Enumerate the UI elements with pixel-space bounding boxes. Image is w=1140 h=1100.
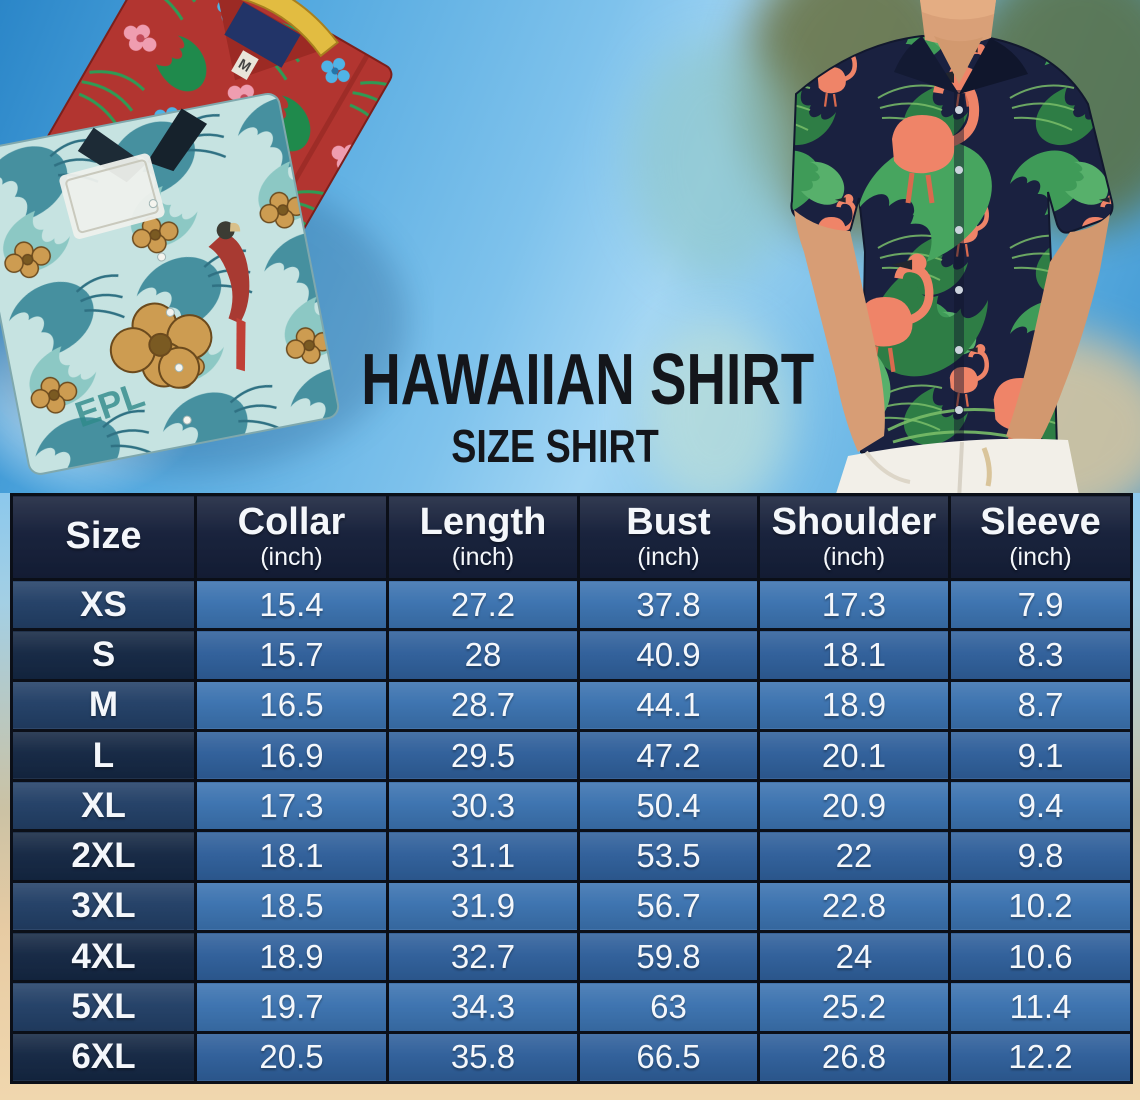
column-header-shoulder: Shoulder (inch) <box>757 493 951 581</box>
measurement-value: 9.4 <box>948 779 1133 833</box>
measurement-value: 17.3 <box>757 577 951 632</box>
measurement-value: 17.3 <box>194 779 389 833</box>
size-table-body: XS 15.4 27.2 37.8 17.3 7.9 S 15.7 28 40.9 18.1 8.3 M… <box>10 577 1133 1085</box>
parrot-motif <box>208 221 250 372</box>
measurement-value: 22 <box>757 829 951 883</box>
size-label: L <box>10 728 197 783</box>
title-block: HAWAIIAN SHIRT SIZE SHIRT <box>300 340 815 472</box>
teal-hawaiian-shirt: EPL <box>0 92 340 475</box>
size-label: XS <box>10 577 197 632</box>
measurement-value: 20.9 <box>757 779 951 833</box>
shirt-buttons <box>955 106 963 414</box>
measurement-value: 20.1 <box>757 728 951 783</box>
measurement-value: 28.7 <box>386 678 580 732</box>
measurement-value: 44.1 <box>577 678 760 732</box>
measurement-value: 10.2 <box>948 879 1133 934</box>
table-row-2xl: 2XL 18.1 31.1 53.5 22 9.8 <box>10 829 1133 883</box>
measurement-value: 9.1 <box>948 728 1133 783</box>
measurement-value: 59.8 <box>577 930 760 984</box>
measurement-value: 8.3 <box>948 628 1133 682</box>
model-right-arm <box>1006 214 1110 448</box>
measurement-value: 7.9 <box>948 577 1133 632</box>
measurement-value: 35.8 <box>386 1030 580 1085</box>
measurement-value: 9.8 <box>948 829 1133 883</box>
measurement-value: 32.7 <box>386 930 580 984</box>
measurement-value: 63 <box>577 980 760 1034</box>
measurement-value: 24 <box>757 930 951 984</box>
measurement-value: 47.2 <box>577 728 760 783</box>
column-header-collar: Collar (inch) <box>194 493 389 581</box>
table-row-xl: XL 17.3 30.3 50.4 20.9 9.4 <box>10 779 1133 833</box>
measurement-value: 31.1 <box>386 829 580 883</box>
shirt-print-motifs <box>791 64 1068 457</box>
measurement-value: 18.9 <box>194 930 389 984</box>
sea-blur-background <box>640 320 790 493</box>
measurement-value: 34.3 <box>386 980 580 1034</box>
table-row-l: L 16.9 29.5 47.2 20.1 9.1 <box>10 728 1133 783</box>
measurement-value: 20.5 <box>194 1030 389 1085</box>
measurement-value: 8.7 <box>948 678 1133 732</box>
measurement-value: 19.7 <box>194 980 389 1034</box>
measurement-value: 31.9 <box>386 879 580 934</box>
size-label: 5XL <box>10 980 197 1034</box>
size-table: Size Collar (inch) Length (inch) Bust (inch) Sh… <box>10 493 1133 1085</box>
measurement-value: 18.1 <box>757 628 951 682</box>
measurement-value: 66.5 <box>577 1030 760 1085</box>
size-label: 6XL <box>10 1030 197 1085</box>
measurement-value: 10.6 <box>948 930 1133 984</box>
measurement-value: 15.7 <box>194 628 389 682</box>
measurement-value: 16.9 <box>194 728 389 783</box>
measurement-value: 37.8 <box>577 577 760 632</box>
table-row-m: M 16.5 28.7 44.1 18.9 8.7 <box>10 678 1133 732</box>
table-row-5xl: 5XL 19.7 34.3 63 25.2 11.4 <box>10 980 1133 1034</box>
measurement-value: 28 <box>386 628 580 682</box>
page-subtitle: SIZE SHIRT <box>451 420 659 472</box>
size-label: 2XL <box>10 829 197 883</box>
column-header-sleeve: Sleeve (inch) <box>948 493 1133 581</box>
measurement-value: 30.3 <box>386 779 580 833</box>
measurement-value: 18.1 <box>194 829 389 883</box>
hero-banner: M EPL <box>0 0 1140 493</box>
palm-blur-background <box>630 40 800 280</box>
model-photo <box>790 0 1114 493</box>
measurement-value: 40.9 <box>577 628 760 682</box>
column-header-size: Size <box>10 493 197 581</box>
measurement-value: 50.4 <box>577 779 760 833</box>
size-label: S <box>10 628 197 682</box>
column-header-length: Length (inch) <box>386 493 580 581</box>
measurement-value: 18.9 <box>757 678 951 732</box>
table-row-xs: XS 15.4 27.2 37.8 17.3 7.9 <box>10 577 1133 632</box>
measurement-value: 15.4 <box>194 577 389 632</box>
size-table-header-row: Size Collar (inch) Length (inch) Bust (inch) Sh… <box>10 493 1133 581</box>
table-row-3xl: 3XL 18.5 31.9 56.7 22.8 10.2 <box>10 879 1133 934</box>
measurement-value: 26.8 <box>757 1030 951 1085</box>
table-row-s: S 15.7 28 40.9 18.1 8.3 <box>10 628 1133 682</box>
measurement-value: 56.7 <box>577 879 760 934</box>
measurement-value: 12.2 <box>948 1030 1133 1085</box>
measurement-value: 18.5 <box>194 879 389 934</box>
measurement-value: 27.2 <box>386 577 580 632</box>
folded-shirts-photo: M EPL <box>0 0 408 475</box>
measurement-value: 25.2 <box>757 980 951 1034</box>
measurement-value: 16.5 <box>194 678 389 732</box>
page-title: HAWAIIAN SHIRT <box>361 340 815 420</box>
size-label: XL <box>10 779 197 833</box>
model-left-arm <box>794 210 885 452</box>
measurement-value: 11.4 <box>948 980 1133 1034</box>
size-label: 4XL <box>10 930 197 984</box>
table-row-4xl: 4XL 18.9 32.7 59.8 24 10.6 <box>10 930 1133 984</box>
column-header-bust: Bust (inch) <box>577 493 760 581</box>
measurement-value: 53.5 <box>577 829 760 883</box>
measurement-value: 22.8 <box>757 879 951 934</box>
measurement-value: 29.5 <box>386 728 580 783</box>
size-chart-section: Size Collar (inch) Length (inch) Bust (inch) Sh… <box>0 493 1140 1100</box>
size-label: M <box>10 678 197 732</box>
size-label: 3XL <box>10 879 197 934</box>
table-row-6xl: 6XL 20.5 35.8 66.5 26.8 12.2 <box>10 1030 1133 1085</box>
